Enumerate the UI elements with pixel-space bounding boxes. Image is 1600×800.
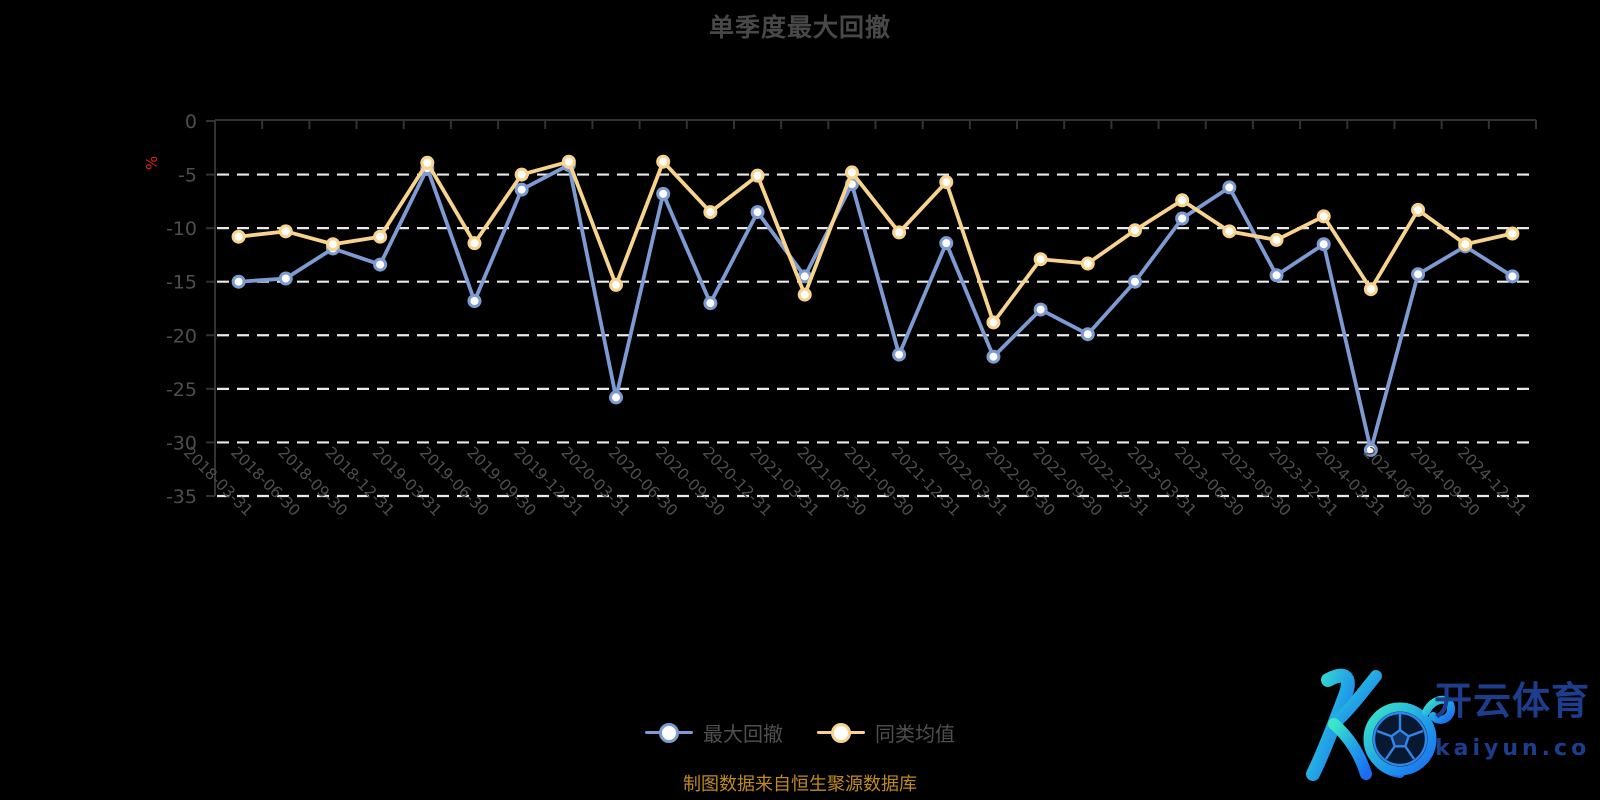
data-source-note: 制图数据来自恒生聚源数据库 — [683, 774, 917, 795]
data-point — [1411, 202, 1426, 217]
data-point — [373, 257, 388, 272]
y-axis-labels: 0 -5 -10 -15 -20 -25 -30 -35 — [166, 111, 197, 508]
x-axis — [214, 119, 1537, 129]
data-point — [1505, 269, 1520, 284]
data-point — [703, 296, 718, 311]
data-point — [231, 274, 246, 289]
data-point — [750, 205, 765, 220]
data-point — [1316, 237, 1331, 252]
data-point — [514, 167, 529, 182]
data-point — [561, 154, 576, 169]
y-axis — [206, 120, 216, 497]
data-point — [1033, 252, 1048, 267]
data-point — [467, 293, 482, 308]
data-point — [1080, 256, 1095, 271]
data-point — [278, 271, 293, 286]
y-axis-tick-label: -35 — [166, 486, 197, 508]
data-point — [1363, 282, 1378, 297]
data-point — [656, 154, 671, 169]
legend-label: 同类均值 — [875, 722, 955, 746]
data-point — [1269, 232, 1284, 247]
data-point — [892, 225, 907, 240]
kaiyun-logo[interactable]: 开云体育 kaiyun.com — [1288, 660, 1588, 792]
data-point — [514, 182, 529, 197]
data-point — [1127, 223, 1142, 238]
data-point — [1505, 226, 1520, 241]
data-point — [797, 287, 812, 302]
data-point — [231, 229, 246, 244]
data-point — [1363, 442, 1378, 457]
data-point — [609, 277, 624, 292]
legend: 最大回撤 同类均值 — [0, 718, 1600, 747]
data-point — [656, 186, 671, 201]
y-axis-tick-label: -20 — [166, 325, 197, 347]
y-axis-tick-label: -25 — [166, 379, 197, 401]
gridlines — [217, 173, 1536, 498]
data-point — [1316, 209, 1331, 224]
data-point — [1127, 274, 1142, 289]
data-point — [1033, 302, 1048, 317]
data-point — [986, 315, 1001, 330]
data-point — [420, 155, 435, 170]
data-point — [373, 229, 388, 244]
legend-item-category-average[interactable]: 同类均值 — [817, 718, 955, 747]
data-point — [844, 165, 859, 180]
y-axis-unit-label: % — [143, 156, 161, 170]
data-point — [939, 236, 954, 251]
data-point — [892, 347, 907, 362]
data-point — [1269, 268, 1284, 283]
series-line — [236, 159, 1515, 325]
soccer-ball-icon — [1372, 711, 1428, 767]
y-axis-tick-label: 0 — [185, 111, 197, 133]
legend-item-max-drawdown[interactable]: 最大回撤 — [645, 718, 783, 747]
data-point — [1411, 267, 1426, 282]
series-lines — [231, 154, 1520, 457]
logo-domain-text: kaiyun.com — [1435, 736, 1588, 761]
legend-marker-blue-icon — [645, 722, 693, 744]
data-point — [1175, 193, 1190, 208]
y-axis-tick-label: -5 — [178, 165, 197, 187]
data-point — [1222, 224, 1237, 239]
data-point — [703, 205, 718, 220]
series-0 — [231, 157, 1520, 457]
logo-cn-text: 开云体育 — [1434, 679, 1588, 723]
data-point — [325, 237, 340, 252]
legend-marker-yellow-icon — [817, 722, 865, 744]
x-axis-labels: 2018-03-312018-06-302018-09-302018-12-31… — [180, 443, 1530, 519]
data-point — [1080, 327, 1095, 342]
data-point — [278, 224, 293, 239]
data-point — [986, 349, 1001, 364]
y-axis-tick-label: -15 — [166, 272, 197, 294]
series-line — [236, 163, 1515, 452]
legend-label: 最大回撤 — [703, 722, 783, 746]
data-point — [939, 175, 954, 190]
chart-title: 单季度最大回撤 — [708, 13, 891, 42]
line-chart: 0 -5 -10 -15 -20 -25 -30 -35 % 2018-03-312018-0… — [143, 111, 1537, 520]
unit-percent-label: % — [143, 156, 161, 170]
y-axis-tick-label: -10 — [166, 218, 197, 240]
data-point — [609, 390, 624, 405]
data-point — [1458, 237, 1473, 252]
data-point — [1175, 211, 1190, 226]
series-1 — [231, 154, 1520, 330]
data-point — [750, 168, 765, 183]
y-axis-tick-label: -30 — [166, 432, 197, 454]
data-point — [1222, 180, 1237, 195]
data-point — [467, 236, 482, 251]
